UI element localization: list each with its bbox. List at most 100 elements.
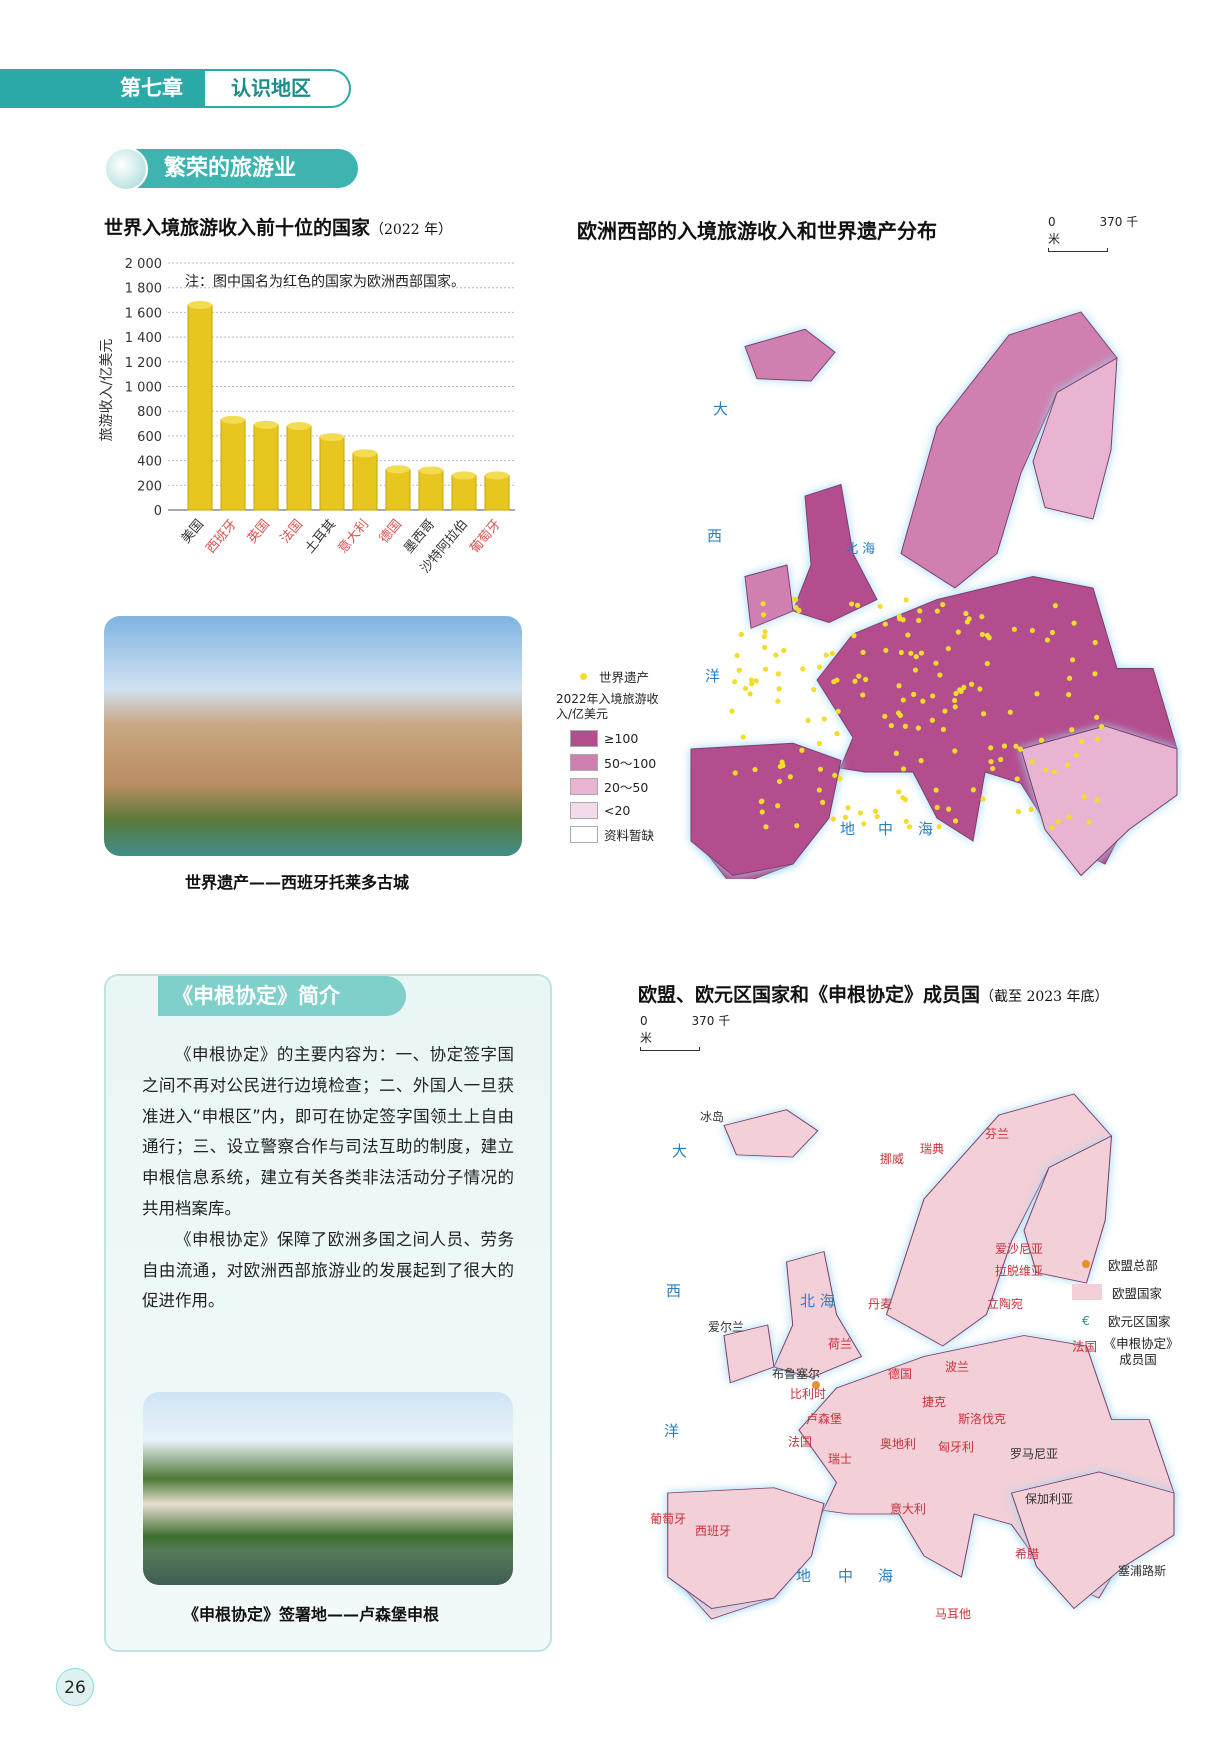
heritage-dot: [775, 803, 781, 809]
y-tick-label: 0: [154, 504, 162, 519]
legend-swatch: [570, 729, 598, 747]
x-tick-label: 西班牙: [203, 517, 240, 557]
bar-top: [452, 471, 476, 480]
heritage-dot: [882, 713, 888, 719]
heritage-dot: [1066, 675, 1073, 681]
heritage-dot: [1094, 736, 1101, 742]
heritage-dot: [760, 601, 766, 607]
country-label: 爱沙尼亚: [995, 1242, 1044, 1256]
heritage-dot: [856, 673, 862, 679]
y-tick-label: 1 400: [125, 331, 162, 346]
legend-item: <20: [570, 798, 666, 822]
heritage-dot: [1044, 637, 1051, 643]
legend-swatch: [570, 777, 598, 795]
heritage-dot: [1073, 752, 1080, 758]
country-region-britain: [773, 1250, 863, 1378]
bar-chart: 0 200 400 600 800 1 000 1 200 1 400 1 600 1 800 2 …: [99, 257, 515, 576]
heritage-dot: [1066, 692, 1072, 698]
heritage-dot: [940, 726, 947, 733]
country-label: 丹麦: [868, 1297, 893, 1311]
bar: [451, 474, 477, 511]
legend-swatch: [570, 801, 598, 819]
sea-label: 洋: [664, 1422, 680, 1440]
x-tick-label: 葡萄牙: [467, 517, 504, 557]
heritage-dot: [1029, 759, 1035, 765]
bar: [253, 424, 279, 511]
map2-title-text: 欧盟、欧元区国家和《申根协定》成员国: [638, 984, 981, 1006]
heritage-dot: [762, 628, 768, 635]
map2-title-note: （截至 2023 年底）: [980, 989, 1109, 1005]
sea-label: 中: [838, 1567, 854, 1585]
legend-euro: € 欧元区国家: [1072, 1308, 1192, 1332]
legend-schengen: 法国 《申根协定》成员国: [1072, 1336, 1192, 1368]
heritage-dot: [915, 725, 921, 731]
globe-icon: [104, 147, 148, 191]
heritage-dot: [1069, 727, 1075, 733]
heritage-dot: [732, 679, 738, 685]
heritage-dot: [874, 813, 880, 820]
heritage-dot: [1086, 819, 1092, 825]
scale-distance: 370 千米: [1048, 215, 1139, 246]
heritage-dot: [916, 617, 922, 624]
country-region-ireland: [744, 564, 794, 629]
heritage-dot: [734, 652, 740, 659]
eu-hq-marker: [812, 1381, 820, 1389]
heritage-dot: [775, 698, 781, 704]
y-axis-label: 旅游收入/亿美元: [99, 339, 115, 442]
heritage-dot: [913, 654, 919, 660]
heritage-dot: [1064, 762, 1070, 768]
legend-label: 世界遗产: [599, 669, 650, 685]
legend-label: 欧盟总部: [1108, 1257, 1159, 1273]
heritage-dot: [860, 692, 866, 698]
country-label: 拉脱维亚: [995, 1264, 1044, 1278]
heritage-dot: [977, 686, 983, 692]
heritage-dot: [1071, 620, 1077, 626]
legend-label: 欧盟国家: [1112, 1285, 1163, 1301]
country-label: 卢森堡: [806, 1412, 843, 1426]
heritage-dot: [1014, 776, 1020, 782]
heritage-dot: [918, 650, 925, 656]
heritage-dot: [837, 776, 843, 782]
legend-eu: 欧盟国家: [1072, 1280, 1192, 1304]
heritage-dot: [816, 664, 823, 670]
sea-label: 大: [713, 400, 729, 418]
legend-swatch: [570, 753, 598, 771]
heritage-dot: [749, 681, 755, 687]
euro-icon: €: [1082, 1312, 1090, 1328]
heritage-dot: [945, 645, 951, 652]
heritage-dot: [799, 747, 805, 753]
sea-label: 地: [840, 820, 856, 838]
heritage-dot: [1099, 724, 1105, 730]
heritage-dot: [835, 708, 841, 714]
heritage-dot: [805, 717, 811, 723]
heritage-dot: [984, 660, 990, 667]
heritage-dot: [986, 635, 992, 641]
toledo-photo: [104, 616, 522, 856]
heritage-dot: [940, 601, 946, 608]
heritage-dot: [775, 671, 781, 677]
heritage-dot: [897, 616, 903, 622]
legend-label: 20～50: [604, 779, 649, 795]
heritage-dot: [792, 597, 799, 603]
heritage-dot: [794, 823, 800, 829]
country-region-iceland: [723, 1109, 819, 1158]
heritage-dot: [946, 806, 952, 812]
heritage-dot: [902, 723, 908, 729]
schengen-village-photo: [143, 1392, 513, 1585]
heritage-dot: [842, 814, 849, 820]
legend-item: ≥100: [570, 726, 666, 750]
x-tick-label: 法国: [278, 517, 306, 547]
scale-bar: [640, 1047, 700, 1051]
map2-legend: 欧盟总部 欧盟国家 € 欧元区国家 法国 《申根协定》成员国: [1072, 1252, 1192, 1368]
legend-label: ≥100: [604, 730, 639, 746]
photo-caption: 世界遗产——西班牙托莱多古城: [185, 873, 410, 892]
heritage-dot: [933, 787, 939, 793]
heritage-dot: [900, 795, 906, 801]
heritage-dot: [952, 748, 958, 754]
sea-label: 海: [918, 820, 934, 838]
heritage-dot: [953, 690, 959, 697]
country-label: 塞浦路斯: [1118, 1564, 1167, 1578]
heritage-dot: [961, 684, 967, 690]
legend-item: 资料暂缺: [570, 822, 666, 846]
heritage-dot: [832, 772, 838, 778]
